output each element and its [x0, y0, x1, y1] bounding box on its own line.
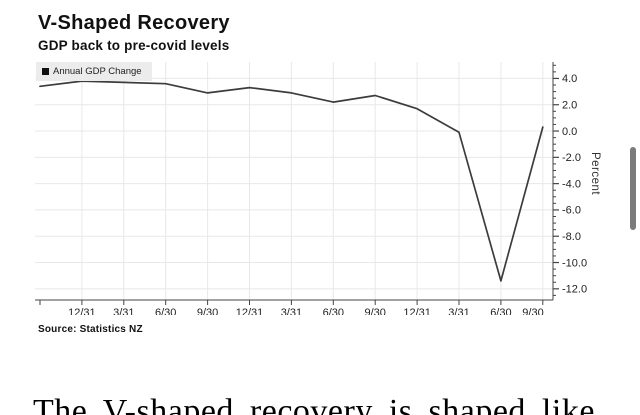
svg-text:9/30: 9/30 — [364, 307, 385, 315]
chart-title: V-Shaped Recovery — [38, 12, 230, 34]
svg-text:12/31: 12/31 — [68, 307, 96, 315]
svg-text:3/31: 3/31 — [113, 307, 134, 315]
svg-text:6/30: 6/30 — [490, 307, 511, 315]
svg-text:9/30: 9/30 — [197, 307, 218, 315]
article-text-preview: The V-shaped recovery is shaped like — [33, 393, 595, 415]
svg-text:6/30: 6/30 — [323, 307, 344, 315]
svg-text:4.0: 4.0 — [562, 73, 577, 85]
y-axis-title: Percent — [589, 152, 601, 196]
gdp-line-chart: Annual GDP Change 4.0 2.0 0.0 -2.0 -4.0 -6.0 -… — [35, 62, 595, 315]
source-text: Source: Statistics NZ — [38, 324, 143, 335]
legend-label: Annual GDP Change — [53, 66, 142, 77]
chart-subtitle: GDP back to pre-covid levels — [38, 38, 230, 53]
svg-text:6/30: 6/30 — [155, 307, 176, 315]
svg-text:-6.0: -6.0 — [562, 205, 581, 217]
svg-text:12/31: 12/31 — [403, 307, 431, 315]
chart-legend: Annual GDP Change — [36, 62, 152, 81]
svg-text:-12.0: -12.0 — [562, 284, 587, 296]
scrollbar-thumb[interactable] — [630, 147, 636, 230]
svg-text:-2.0: -2.0 — [562, 152, 581, 164]
svg-text:0.0: 0.0 — [562, 126, 577, 138]
svg-text:9/30: 9/30 — [522, 307, 543, 315]
svg-text:3/31: 3/31 — [448, 307, 469, 315]
svg-text:2.0: 2.0 — [562, 100, 577, 112]
svg-text:-10.0: -10.0 — [562, 257, 587, 269]
svg-text:-4.0: -4.0 — [562, 178, 581, 190]
chart-plot: 4.0 2.0 0.0 -2.0 -4.0 -6.0 -8.0 -10.0 -12.0 12/31… — [35, 62, 587, 315]
svg-text:12/31: 12/31 — [236, 307, 264, 315]
svg-text:3/31: 3/31 — [281, 307, 302, 315]
svg-text:-8.0: -8.0 — [562, 231, 581, 243]
legend-square-icon — [42, 68, 49, 75]
